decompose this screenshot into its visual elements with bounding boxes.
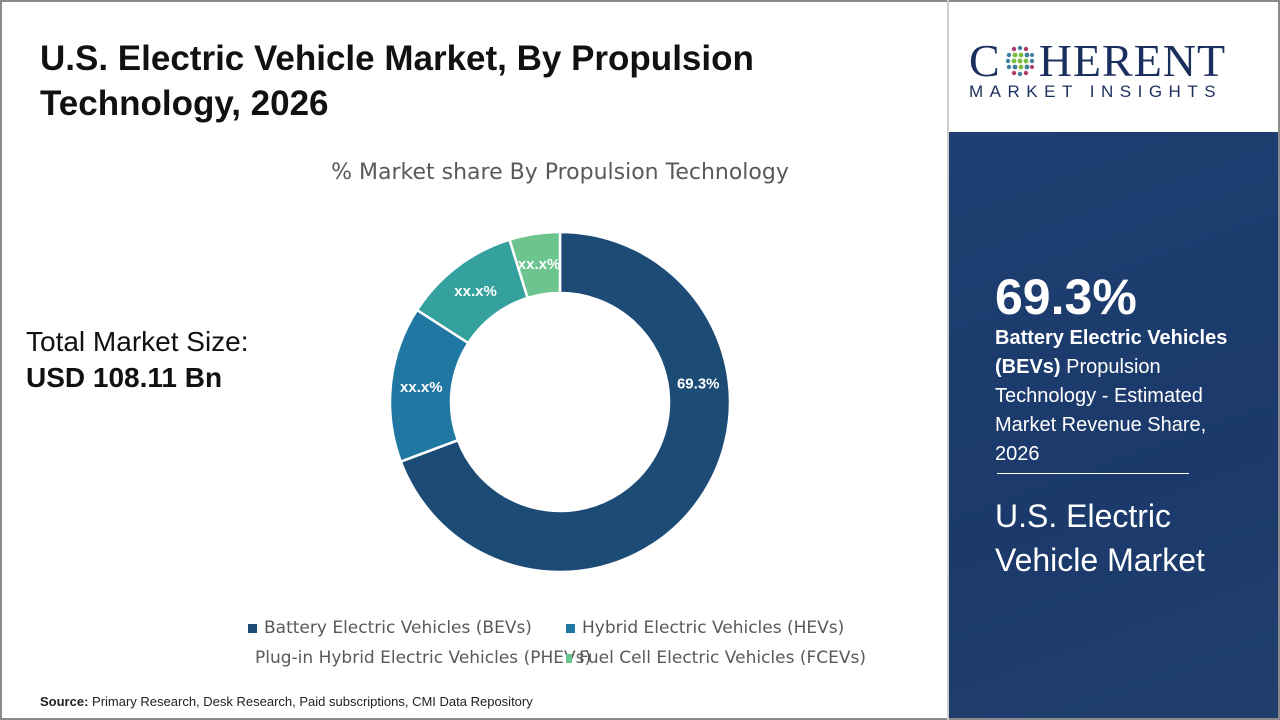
legend: Battery Electric Vehicles (BEVs) Hybrid … [248, 618, 868, 668]
total-market-value: USD 108.11 Bn [26, 362, 223, 393]
data-label-bev: 69.3% [677, 375, 720, 392]
logo-text: C [969, 35, 1001, 86]
legend-item-fcev: Fuel Cell Electric Vehicles (FCEVs) [566, 648, 866, 668]
source-note: Source: Primary Research, Desk Research,… [40, 694, 533, 709]
globe-dots-icon [1005, 45, 1034, 76]
highlight-text: Propulsion Technology - Estimated Market… [995, 356, 1207, 465]
logo-text: HERENT [1038, 35, 1227, 86]
slice-bev [399, 230, 732, 574]
legend-swatch [248, 623, 257, 633]
legend-swatch [566, 623, 575, 633]
slice-fcev [507, 230, 562, 300]
highlight-description: Battery Electric Vehicles (BEVs) Propuls… [995, 324, 1255, 469]
panel-divider [997, 473, 1189, 474]
page-title: U.S. Electric Vehicle Market, By Propuls… [40, 39, 754, 123]
chart-title: % Market share By Propulsion Technology [331, 160, 789, 185]
logo: C HERENT MARKET INSIGHTS [949, 2, 1278, 132]
source-label: Source: [40, 694, 89, 709]
highlight-segment: Battery Electric Vehicles (BEVs) [995, 327, 1228, 378]
legend-label: Battery Electric Vehicles (BEVs) [264, 618, 532, 638]
highlight-panel: 69.3% Battery Electric Vehicles (BEVs) P… [949, 132, 1278, 718]
logo-tagline: MARKET INSIGHTS [969, 82, 1223, 101]
highlight-percent: 69.3% [995, 269, 1137, 325]
legend-label: Fuel Cell Electric Vehicles (FCEVs) [579, 648, 866, 668]
divider [947, 0, 949, 720]
donut-chart: 69.3% xx.x% xx.x% xx.x% [388, 230, 732, 574]
market-name: U.S. Electric Vehicle Market [995, 498, 1205, 578]
data-label-hev: xx.x% [400, 379, 443, 396]
legend-swatch [566, 653, 573, 663]
legend-item-phev: Plug-in Hybrid Electric Vehicles (PHEVs) [248, 648, 591, 668]
legend-label: Hybrid Electric Vehicles (HEVs) [582, 618, 845, 638]
legend-label: Plug-in Hybrid Electric Vehicles (PHEVs) [255, 648, 592, 668]
source-text: Primary Research, Desk Research, Paid su… [92, 694, 533, 709]
data-label-phev: xx.x% [454, 283, 497, 300]
legend-item-bev: Battery Electric Vehicles (BEVs) [248, 618, 566, 638]
legend-item-hev: Hybrid Electric Vehicles (HEVs) [566, 618, 866, 638]
data-label-fcev: xx.x% [518, 256, 561, 273]
total-market-label: Total Market Size: [26, 326, 249, 357]
